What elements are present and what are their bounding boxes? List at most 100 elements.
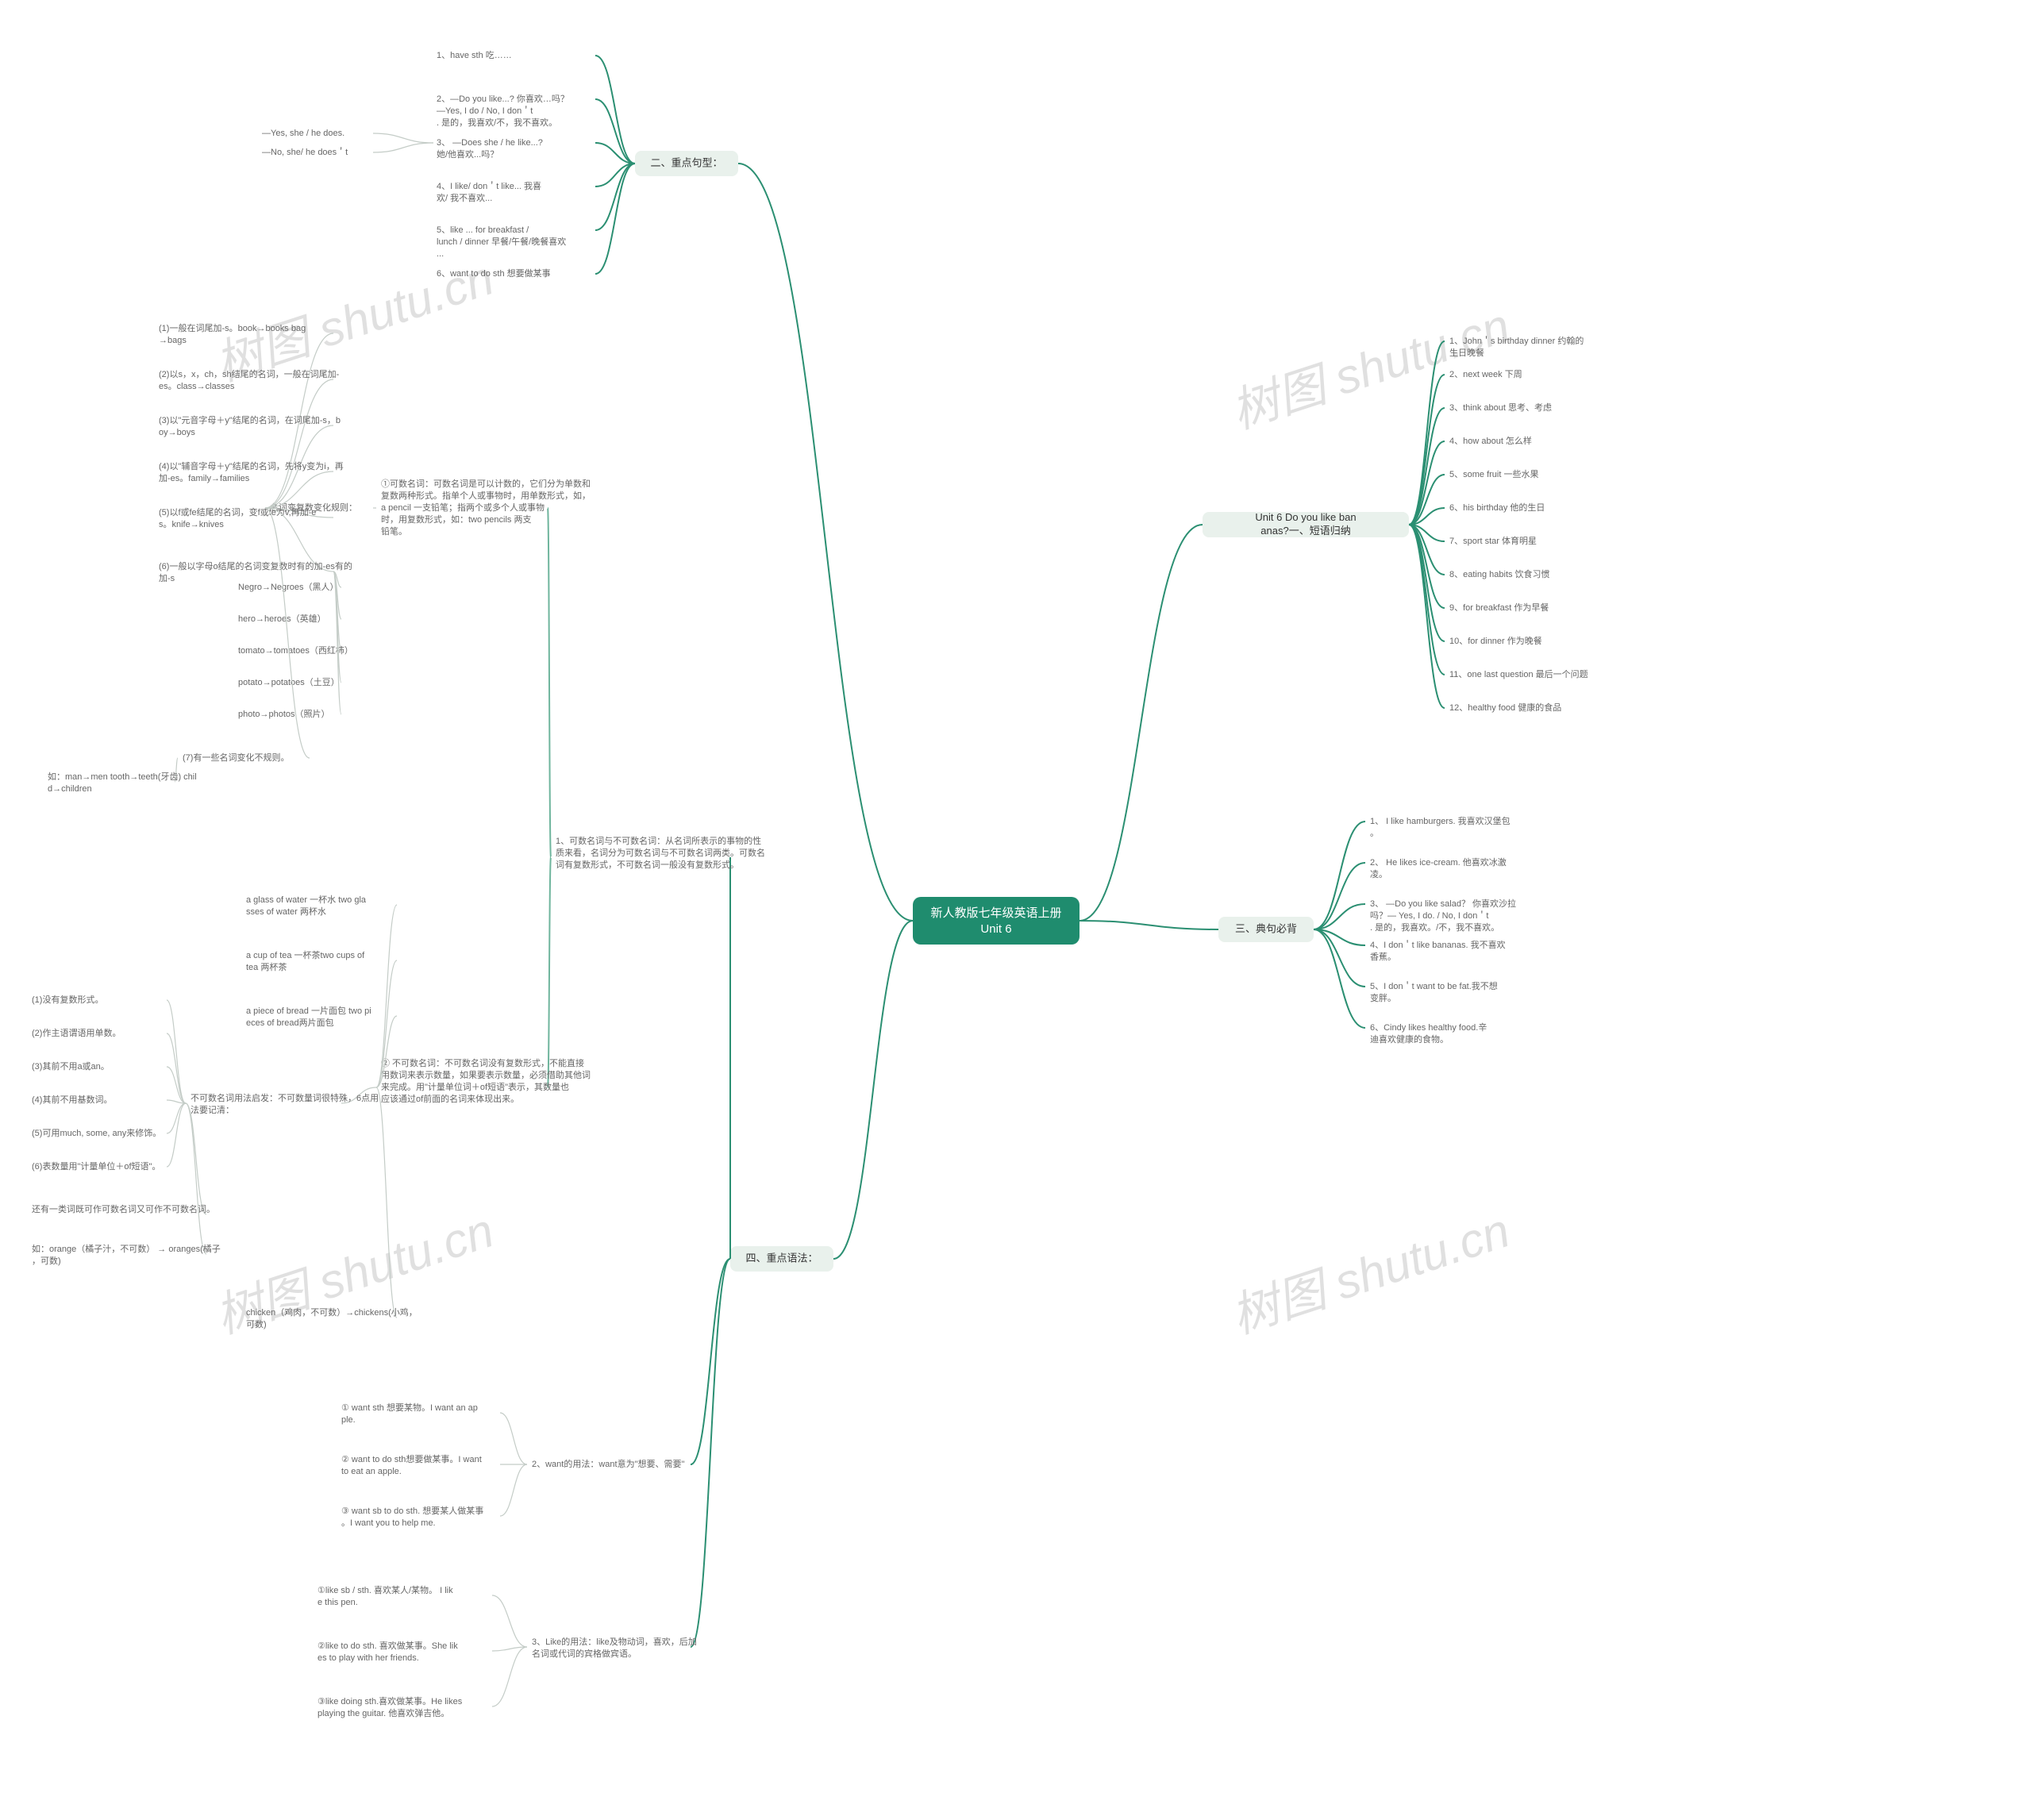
label: chicken（鸡肉，不可数）→chickens(小鸡，	[246, 1306, 418, 1318]
leaf: 5、some fruit 一些水果	[1449, 468, 1538, 479]
label: 可数)	[246, 1319, 267, 1329]
leaf: 3、think about 思考、考虑	[1449, 402, 1552, 413]
leaf: 2、want的用法：want意为"想要、需要"	[532, 1458, 684, 1469]
label: ③like doing sth.喜欢做某事。He likes	[318, 1695, 463, 1706]
label: 1、可数名词与不可数名词：从名词所表示的事物的性	[556, 835, 761, 846]
branch-b3-label: 三、典句必背	[1235, 922, 1297, 934]
label: 5、I don＇t want to be fat.我不想	[1370, 980, 1498, 991]
leaf: —No, she/ he does＇t	[262, 147, 348, 157]
label: ② 不可数名词：不可数名词没有复数形式，不能直接	[381, 1057, 584, 1068]
root-label: Unit 6	[980, 922, 1011, 936]
label: eces of bread两片面包	[246, 1018, 334, 1028]
root-node	[913, 897, 1080, 945]
label: to eat an apple.	[341, 1467, 402, 1476]
label: 词有复数形式，不可数名词一般没有复数形式。	[556, 859, 739, 870]
label: ，可数)	[32, 1256, 61, 1266]
label: a cup of tea 一杯茶two cups of	[246, 949, 365, 960]
label: ③ want sb to do sth. 想要某人做某事	[341, 1505, 483, 1516]
branch-b4-label: 四、重点语法：	[745, 1252, 818, 1264]
leaf: 4、how about 怎么样	[1449, 435, 1532, 446]
leaf: 9、for breakfast 作为早餐	[1449, 602, 1549, 613]
leaf: 11、one last question 最后一个问题	[1449, 669, 1588, 679]
leaf: hero→heroes（英雄）	[238, 613, 326, 624]
label: 10、for dinner 作为晚餐	[1449, 635, 1542, 646]
label: 还有一类词既可作可数名词又可作不可数名词。	[32, 1203, 215, 1214]
label: (3)以"元音字母＋y"结尾的名词，在词尾加-s，b	[159, 414, 341, 425]
branch-b1-label: Unit 6 Do you like ban	[1255, 511, 1356, 523]
root-label: 新人教版七年级英语上册	[930, 906, 1061, 920]
label: 5、like ... for breakfast /	[437, 225, 529, 235]
label: 4、I don＇t like bananas. 我不喜欢	[1370, 939, 1506, 950]
label: a piece of bread 一片面包 two pi	[246, 1006, 371, 1016]
label: ②like to do sth. 喜欢做某事。She lik	[318, 1640, 458, 1651]
label: 3、 —Does she / he like...?	[437, 138, 543, 148]
label: 1、John＇s birthday dinner 约翰的	[1449, 335, 1584, 346]
label: es。class→classes	[159, 382, 235, 391]
label: 3、think about 思考、考虑	[1449, 402, 1552, 413]
leaf: 6、want to do sth 想要做某事	[437, 267, 551, 279]
label: ple.	[341, 1415, 356, 1425]
label: →bags	[159, 336, 187, 345]
label: (4)以"辅音字母＋y"结尾的名词，先将y变为i，再	[159, 460, 344, 471]
label: 她/他喜欢...吗？	[437, 148, 498, 160]
label: 6、his birthday 他的生日	[1449, 502, 1545, 513]
label: es to play with her friends.	[318, 1653, 419, 1663]
label: 铅笔。	[381, 525, 407, 537]
leaf: 1、have sth 吃……	[437, 50, 512, 60]
label: 3、Like的用法：like及物动词，喜欢，后加	[532, 1636, 697, 1647]
label: . 是的，我喜欢。/不，我不喜欢。	[1370, 922, 1499, 933]
label: 6、Cindy likes healthy food.辛	[1370, 1022, 1487, 1033]
label: 。I want you to help me.	[341, 1518, 436, 1528]
label: 2、 He likes ice-cream. 他喜欢冰激	[1370, 856, 1507, 868]
label: 名词或代词的宾格做宾语。	[532, 1648, 637, 1659]
label: ① want sth 想要某物。I want an ap	[341, 1402, 478, 1413]
leaf: 12、healthy food 健康的食品	[1449, 702, 1561, 713]
leaf: potato→potatoes（土豆）	[238, 677, 340, 687]
leaf: 10、for dinner 作为晚餐	[1449, 635, 1542, 646]
label: 3、 —Do you like salad？ 你喜欢沙拉	[1370, 898, 1516, 909]
label: oy→boys	[159, 428, 195, 437]
label: 。	[1370, 829, 1379, 838]
leaf: 还有一类词既可作可数名词又可作不可数名词。	[32, 1203, 215, 1214]
label: 加-es。family→families	[159, 473, 250, 483]
branch-b2-label: 二、重点句型：	[650, 156, 722, 168]
leaf: 8、eating habits 饮食习惯	[1449, 568, 1550, 579]
label: 变胖。	[1370, 992, 1396, 1003]
label: 用数词来表示数量，如果要表示数量，必须借助其他词	[381, 1069, 591, 1080]
leaf: tomato→tomatoes（西红柿）	[238, 645, 353, 656]
label: a glass of water 一杯水 two gla	[246, 894, 367, 905]
leaf: (3)其前不用a或an。	[32, 1060, 110, 1072]
leaf: 7、sport star 体育明星	[1449, 535, 1537, 546]
label: (2)以s，x，ch，sh结尾的名词，一般在词尾加-	[159, 368, 340, 379]
leaf: Negro→Negroes（黑人）	[238, 582, 339, 592]
leaf: photo→photos（照片）	[238, 709, 330, 719]
label: ...	[437, 249, 444, 259]
leaf: —Yes, she / he does.	[262, 129, 344, 138]
label: 质来看，名词分为可数名词与不可数名词两类。可数名	[556, 847, 765, 858]
label: 如：orange（橘子汁，不可数） → oranges(橘子	[32, 1243, 221, 1254]
label: a pencil 一支铅笔；指两个或多个人或事物	[381, 502, 545, 513]
label: 时，用复数形式，如：two pencils 两支	[381, 514, 531, 525]
label: 1、 I like hamburgers. 我喜欢汉堡包	[1370, 815, 1511, 826]
label: 法要记清：	[190, 1104, 234, 1115]
label: 2、next week 下周	[1449, 369, 1522, 379]
label: 应该通过of前面的名词来体现出来。	[381, 1093, 519, 1104]
label: 8、eating habits 饮食习惯	[1449, 568, 1550, 579]
label: ② want to do sth想要做某事。I want	[341, 1453, 482, 1464]
label: 欢/ 我不喜欢...	[437, 192, 492, 203]
label: 4、how about 怎么样	[1449, 435, 1532, 446]
label: tea 两杯茶	[246, 961, 287, 972]
label: lunch / dinner 早餐/午餐/晚餐喜欢	[437, 236, 566, 247]
label: 11、one last question 最后一个问题	[1449, 669, 1588, 679]
label: 1、have sth 吃……	[437, 50, 512, 60]
leaf: (7)有一些名词变化不规则。	[183, 752, 289, 763]
label: 7、sport star 体育明星	[1449, 535, 1537, 546]
label: 6、want to do sth 想要做某事	[437, 267, 551, 279]
leaf: 1、可数名词与不可数名词：从名词所表示的事物的性质来看，名词分为可数名词与不可数…	[556, 835, 765, 870]
label: 凌。	[1370, 868, 1387, 879]
label: ①可数名词：可数名词是可以计数的，它们分为单数和	[381, 478, 591, 489]
label: . 是的，我喜欢/不，我不喜欢。	[437, 117, 557, 128]
label: 5、some fruit 一些水果	[1449, 468, 1538, 479]
label: 9、for breakfast 作为早餐	[1449, 602, 1549, 613]
label: (6)一般以字母o结尾的名词变复数时有的加-es有的	[159, 560, 352, 571]
